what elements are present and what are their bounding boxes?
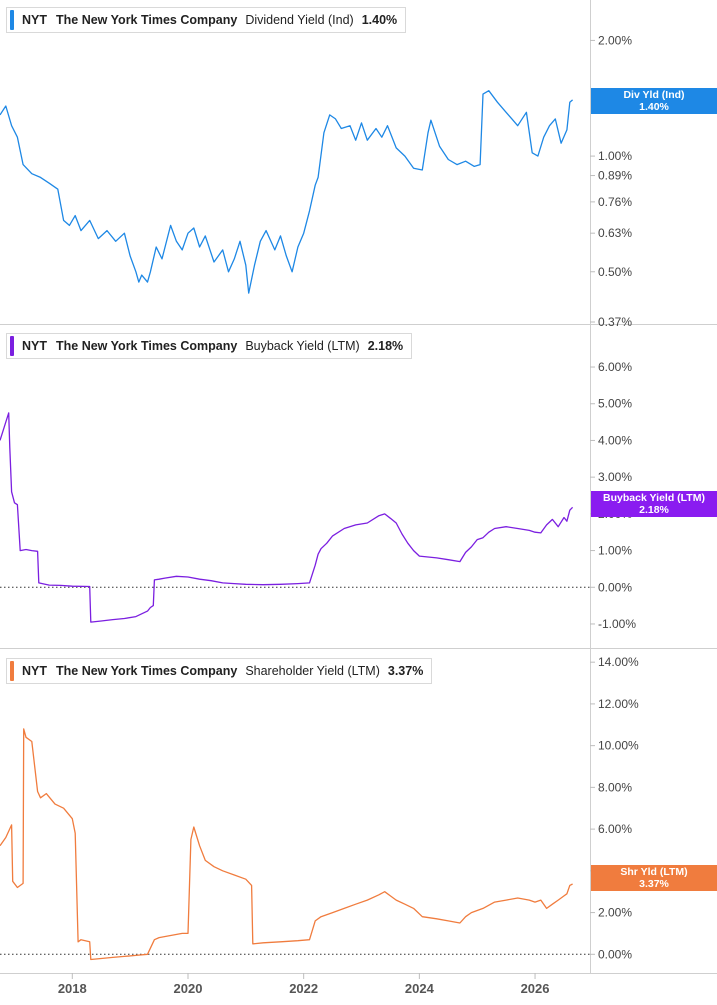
y-tick-label: 4.00%	[598, 433, 632, 447]
legend-swatch	[10, 336, 14, 356]
legend-ticker: NYT	[22, 13, 47, 27]
y-tick-label: 12.00%	[598, 697, 639, 711]
y-tick-label: 0.00%	[598, 947, 632, 961]
y-tick-label: 0.89%	[598, 169, 632, 183]
current-value-tag-shareholder: Shr Yld (LTM) 3.37%	[591, 865, 717, 891]
legend-ticker: NYT	[22, 339, 47, 353]
legend-value: 1.40%	[361, 13, 398, 27]
y-tick-label: 1.00%	[598, 544, 632, 558]
x-tick-label: 2020	[174, 981, 203, 996]
y-tick-label: 0.50%	[598, 265, 632, 279]
legend-value: 2.18%	[367, 339, 404, 353]
legend-swatch	[10, 10, 14, 30]
legend-swatch	[10, 661, 14, 681]
legend-value: 3.37%	[387, 664, 424, 678]
tag-value: 2.18%	[639, 504, 669, 516]
y-tick-label: 0.76%	[598, 195, 632, 209]
y-tick-label: 1.00%	[598, 149, 632, 163]
legend-buyback-yield[interactable]: NYT The New York Times Company Buyback Y…	[6, 333, 413, 359]
legend-company: The New York Times Company	[56, 664, 238, 678]
y-tick-label: 6.00%	[598, 360, 632, 374]
series-line-dividend	[0, 90, 574, 294]
x-tick-label: 2024	[405, 981, 435, 996]
y-tick-label: 0.63%	[598, 226, 632, 240]
y-tick-label: 10.00%	[598, 739, 639, 753]
current-value-tag-dividend: Div Yld (Ind) 1.40%	[591, 88, 717, 114]
legend-metric: Buyback Yield (LTM)	[245, 339, 360, 353]
y-tick-label: 0.00%	[598, 580, 632, 594]
y-tick-label: 14.00%	[598, 655, 639, 669]
y-tick-label: -1.00%	[598, 617, 636, 631]
tag-label: Buyback Yield (LTM)	[603, 492, 705, 504]
x-tick-label: 2018	[58, 981, 87, 996]
panel-frames	[0, 0, 717, 974]
y-tick-label: 2.00%	[598, 33, 632, 47]
y-tick-label: 5.00%	[598, 397, 632, 411]
legend-metric: Shareholder Yield (LTM)	[245, 664, 380, 678]
legend-metric: Dividend Yield (Ind)	[245, 13, 354, 27]
x-tick-label: 2022	[289, 981, 318, 996]
tag-label: Shr Yld (LTM)	[620, 866, 688, 878]
y-tick-label: 6.00%	[598, 822, 632, 836]
y-tick-label: 0.37%	[598, 315, 632, 329]
series-line-shareholder	[0, 728, 573, 961]
y-tick-label: 3.00%	[598, 470, 632, 484]
x-axis: 2018 2020 2022 2024 2026	[58, 973, 550, 996]
tag-label: Div Yld (Ind)	[623, 89, 685, 101]
legend-shareholder-yield[interactable]: NYT The New York Times Company Sharehold…	[6, 658, 433, 684]
y-tick-label: 2.00%	[598, 906, 632, 920]
tag-value: 1.40%	[639, 101, 669, 113]
y-tick-label: 8.00%	[598, 780, 632, 794]
legend-company: The New York Times Company	[56, 339, 238, 353]
series-lines	[0, 90, 574, 961]
legend-dividend-yield[interactable]: NYT The New York Times Company Dividend …	[6, 7, 407, 33]
legend-ticker: NYT	[22, 664, 47, 678]
series-line-buyback	[0, 412, 574, 623]
current-value-tag-buyback: Buyback Yield (LTM) 2.18%	[591, 491, 717, 517]
x-tick-label: 2026	[521, 981, 550, 996]
tag-value: 3.37%	[639, 878, 669, 890]
legend-company: The New York Times Company	[56, 13, 238, 27]
